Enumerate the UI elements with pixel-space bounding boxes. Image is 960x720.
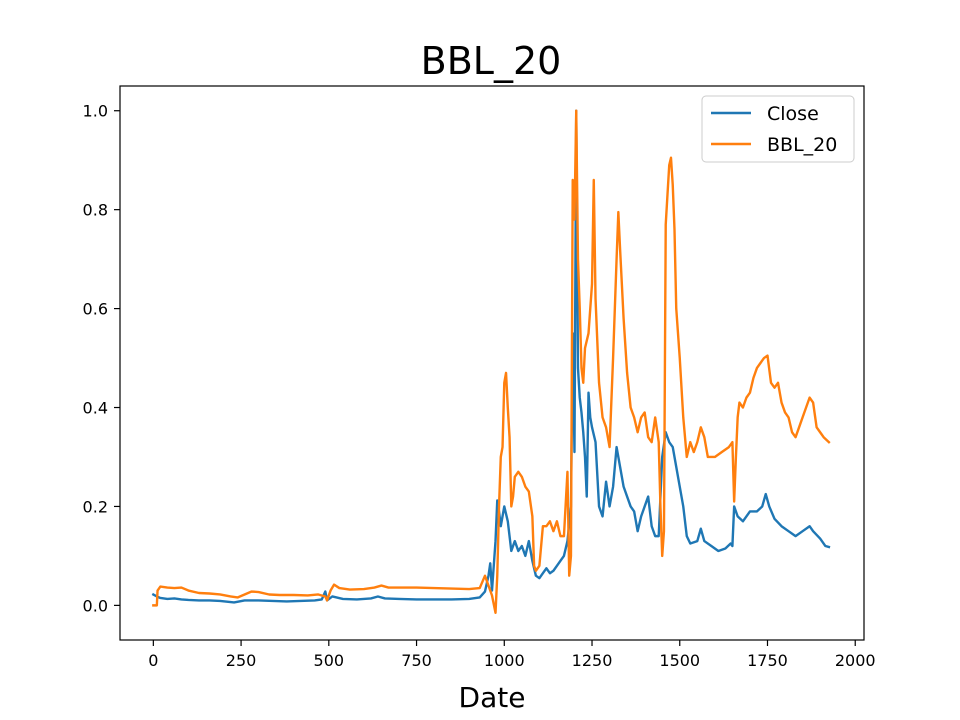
x-tick-label: 1000 (484, 651, 525, 670)
x-axis: 0 250 500 750 1000 1250 1500 1750 2000 (148, 640, 876, 670)
x-tick-label: 1250 (572, 651, 613, 670)
x-axis-label: Date (459, 681, 526, 714)
legend: Close BBL_20 (701, 95, 855, 163)
x-tick-label: 500 (314, 651, 345, 670)
x-tick-label: 250 (226, 651, 257, 670)
x-tick-label: 1500 (659, 651, 700, 670)
y-tick-label: 0.8 (83, 201, 108, 220)
y-tick-label: 0.0 (83, 596, 108, 615)
plot-area (151, 109, 831, 614)
y-tick-label: 0.4 (83, 399, 108, 418)
y-tick-label: 0.6 (83, 300, 108, 319)
series-line-bbl-20 (152, 109, 831, 614)
y-axis: 0.0 0.2 0.4 0.6 0.8 1.0 (83, 102, 120, 615)
axes-frame (119, 85, 865, 641)
x-tick-label: 2000 (835, 651, 876, 670)
x-tick-label: 0 (148, 651, 158, 670)
x-tick-label: 1750 (747, 651, 788, 670)
y-tick-label: 0.2 (83, 497, 108, 516)
chart-title: BBL_20 (421, 39, 562, 83)
legend-bbl20-label: BBL_20 (767, 134, 837, 156)
x-tick-label: 750 (401, 651, 432, 670)
y-tick-label: 1.0 (83, 102, 108, 121)
legend-close-label: Close (767, 103, 819, 125)
series-layer (151, 109, 831, 614)
